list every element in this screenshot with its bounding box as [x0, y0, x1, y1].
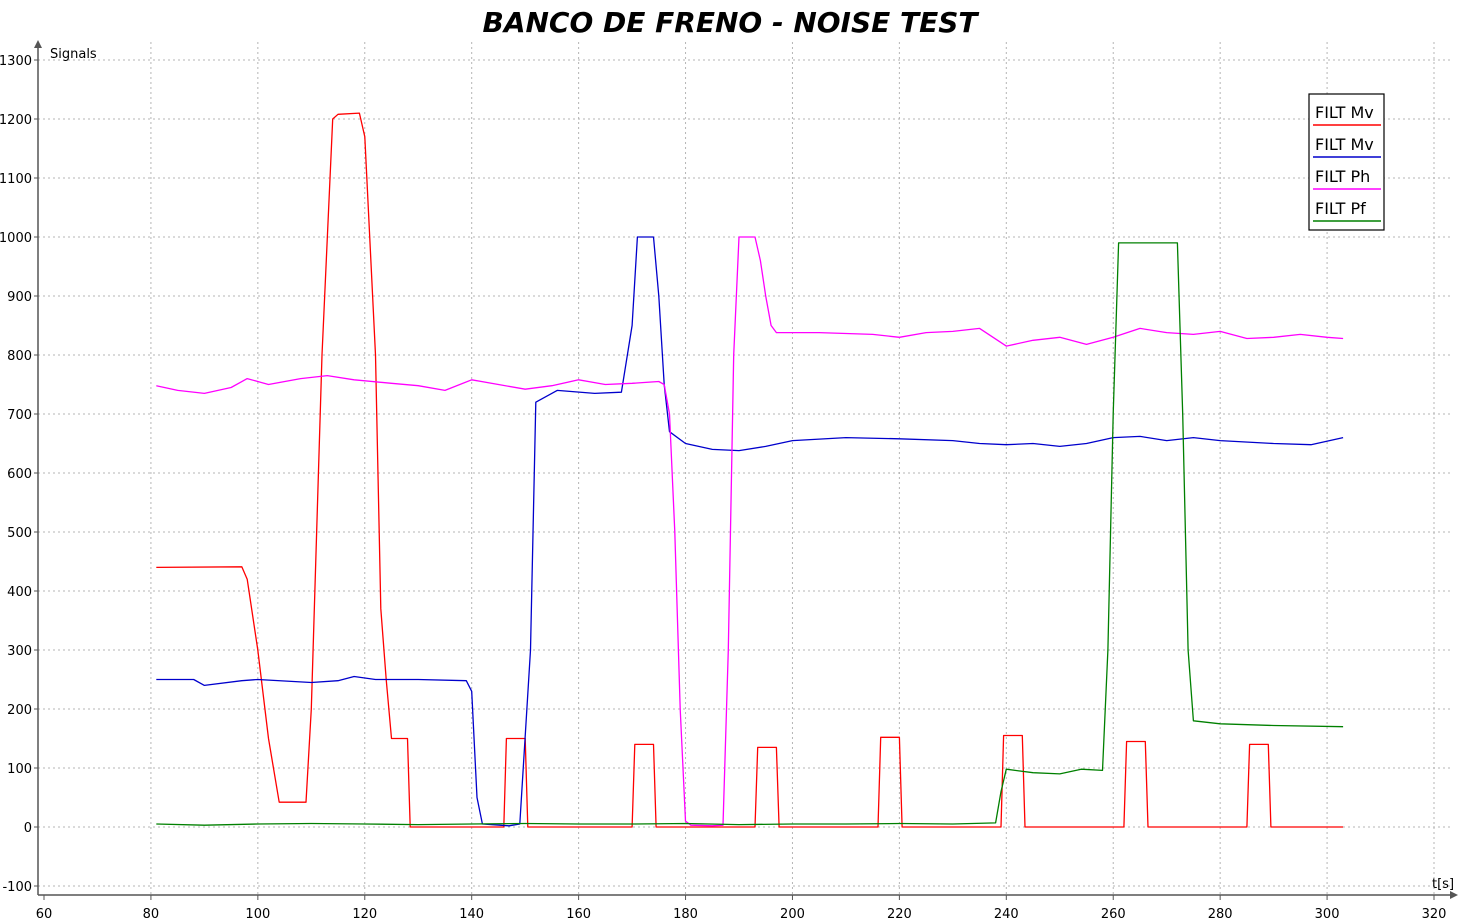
y-tick-label: 300	[7, 644, 32, 659]
y-tick-label: 500	[7, 526, 32, 541]
y-tick-label: 0	[24, 821, 32, 836]
x-axis-title: t[s]	[1432, 877, 1454, 892]
y-axis-title: Signals	[50, 47, 97, 62]
y-tick-label: 1100	[0, 172, 32, 187]
y-axis-arrow-icon	[34, 40, 42, 48]
series-line-2	[156, 236, 1344, 827]
x-tick-label: 240	[994, 907, 1019, 922]
y-tick-label: 800	[7, 349, 32, 364]
y-tick-label: 1300	[0, 54, 32, 69]
x-tick-label: 140	[459, 907, 484, 922]
x-tick-label: 200	[780, 907, 805, 922]
axes	[34, 40, 1458, 899]
y-tick-label: 100	[7, 762, 32, 777]
grid	[38, 42, 1452, 895]
y-tick-label: 600	[7, 467, 32, 482]
legend-label-1: FILT Mv	[1315, 135, 1374, 154]
x-tick-label: 220	[887, 907, 912, 922]
x-tick-label: 260	[1101, 907, 1126, 922]
y-tick-label: 200	[7, 703, 32, 718]
x-tick-label: 320	[1422, 907, 1447, 922]
series-lines	[156, 112, 1344, 828]
series-line-3	[156, 242, 1344, 826]
y-tick-label: 700	[7, 408, 32, 423]
x-tick-label: 300	[1315, 907, 1340, 922]
x-tick-label: 120	[352, 907, 377, 922]
y-tick-label: 900	[7, 290, 32, 305]
legend-label-0: FILT Mv	[1315, 103, 1374, 122]
legend-box	[1308, 93, 1385, 231]
legend-label-3: FILT Pf	[1315, 199, 1366, 218]
y-tick-label: 400	[7, 585, 32, 600]
x-axis-arrow-icon	[1450, 891, 1458, 899]
tick-labels: 60 80 100 120 140 160 180 200 220 240 260 280 300 320…	[0, 54, 1446, 922]
series-line-1	[156, 236, 1344, 827]
y-tick-label: 1000	[0, 231, 32, 246]
x-tick-label: 60	[36, 907, 53, 922]
x-tick-label: 100	[245, 907, 270, 922]
x-tick-label: 180	[673, 907, 698, 922]
legend: FILT Mv FILT Mv FILT Ph FILT Pf	[1308, 93, 1385, 231]
x-tick-label: 280	[1208, 907, 1233, 922]
series-line-0	[156, 112, 1344, 828]
x-tick-label: 80	[143, 907, 160, 922]
y-tick-label: 1200	[0, 113, 32, 128]
chart-title: BANCO DE FRENO - NOISE TEST	[482, 6, 979, 39]
y-tick-label: -100	[2, 880, 32, 895]
legend-label-2: FILT Ph	[1315, 167, 1370, 186]
x-tick-label: 160	[566, 907, 591, 922]
